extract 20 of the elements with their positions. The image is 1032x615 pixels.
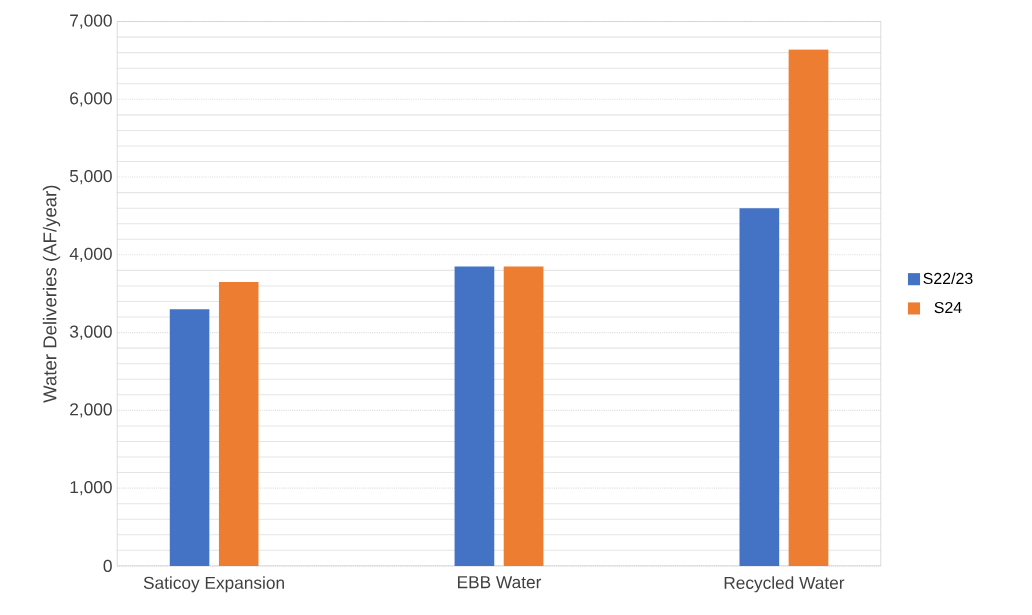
bar bbox=[218, 282, 259, 566]
y-tick-label: 5,000 bbox=[69, 169, 112, 185]
y-tick-label: 7,000 bbox=[70, 14, 112, 29]
y-tick-label: 3,000 bbox=[69, 325, 112, 340]
y-tick-label: 4,000 bbox=[69, 247, 112, 262]
legend-label: S24 bbox=[934, 301, 962, 314]
x-tick-label: Saticoy Expansion bbox=[143, 576, 284, 593]
bar bbox=[454, 266, 495, 566]
bar bbox=[503, 266, 544, 566]
y-tick-label: 0 bbox=[103, 559, 112, 572]
bar bbox=[788, 49, 829, 566]
y-tick-label: 6,000 bbox=[70, 92, 112, 107]
legend-label: S22/23 bbox=[923, 272, 973, 285]
y-tick-label: 2,000 bbox=[70, 403, 112, 418]
bar bbox=[739, 208, 780, 566]
x-tick-label: EBB Water bbox=[458, 576, 542, 589]
y-tick-label: 1,000 bbox=[70, 480, 112, 496]
bar bbox=[169, 309, 210, 566]
x-tick-label: Recycled Water bbox=[724, 576, 845, 593]
y-axis-title: Water Deliveries (AF/year) bbox=[42, 185, 61, 403]
